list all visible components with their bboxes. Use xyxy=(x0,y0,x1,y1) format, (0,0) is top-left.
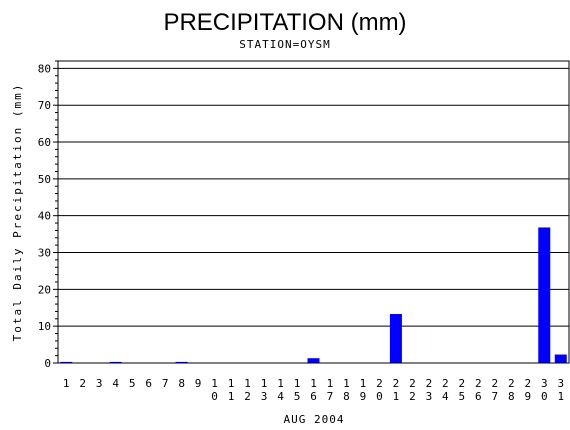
bar-day-1 xyxy=(60,361,73,363)
gridlines xyxy=(58,67,569,327)
bar-day-21 xyxy=(389,314,402,363)
x-axis-label: AUG 2004 xyxy=(284,413,345,426)
x-tick-label: 5 xyxy=(129,377,136,390)
y-tick-label: 80 xyxy=(38,62,51,75)
x-tick-label: 4 xyxy=(112,377,119,390)
y-tick-label: 10 xyxy=(38,320,51,333)
y-tick-label: 60 xyxy=(38,136,51,149)
x-tick-label: 8 xyxy=(178,377,185,390)
x-tick-label: 6 xyxy=(145,377,152,390)
y-tick-label: 40 xyxy=(38,210,51,223)
plot-frame xyxy=(57,60,570,364)
x-tick-label: 1 xyxy=(63,377,70,390)
bars xyxy=(60,227,567,363)
y-tick-label: 70 xyxy=(38,99,51,112)
y-tick-label: 50 xyxy=(38,173,51,186)
bar-day-4 xyxy=(109,361,122,363)
y-tick-label: 30 xyxy=(38,247,51,260)
y-axis-label: Total Daily Precipitation (mm) xyxy=(11,83,24,342)
bar-day-8 xyxy=(175,361,188,363)
y-axis-ticks: 0 10 20 30 40 50 60 70 80 xyxy=(38,60,58,370)
y-tick-label: 20 xyxy=(38,283,51,296)
x-tick-label: 9 xyxy=(195,377,202,390)
x-tick-label: 2 xyxy=(79,377,86,390)
bar-day-30 xyxy=(538,227,551,363)
x-tick-label: 3 xyxy=(96,377,103,390)
bar-day-16 xyxy=(307,358,320,363)
bar-day-31 xyxy=(554,354,567,363)
y-tick-label: 0 xyxy=(44,357,51,370)
x-tick-label: 7 xyxy=(162,377,169,390)
chart-subtitle: STATION=OYSM xyxy=(239,38,330,51)
chart-title: PRECIPITATION (mm) xyxy=(163,9,406,36)
x-axis-ticks: 1 2 3 4 5 6 7 8 9 1 01 11 21 31 41 51 61 71 81 92 02 12 22 32 42… xyxy=(63,377,564,403)
